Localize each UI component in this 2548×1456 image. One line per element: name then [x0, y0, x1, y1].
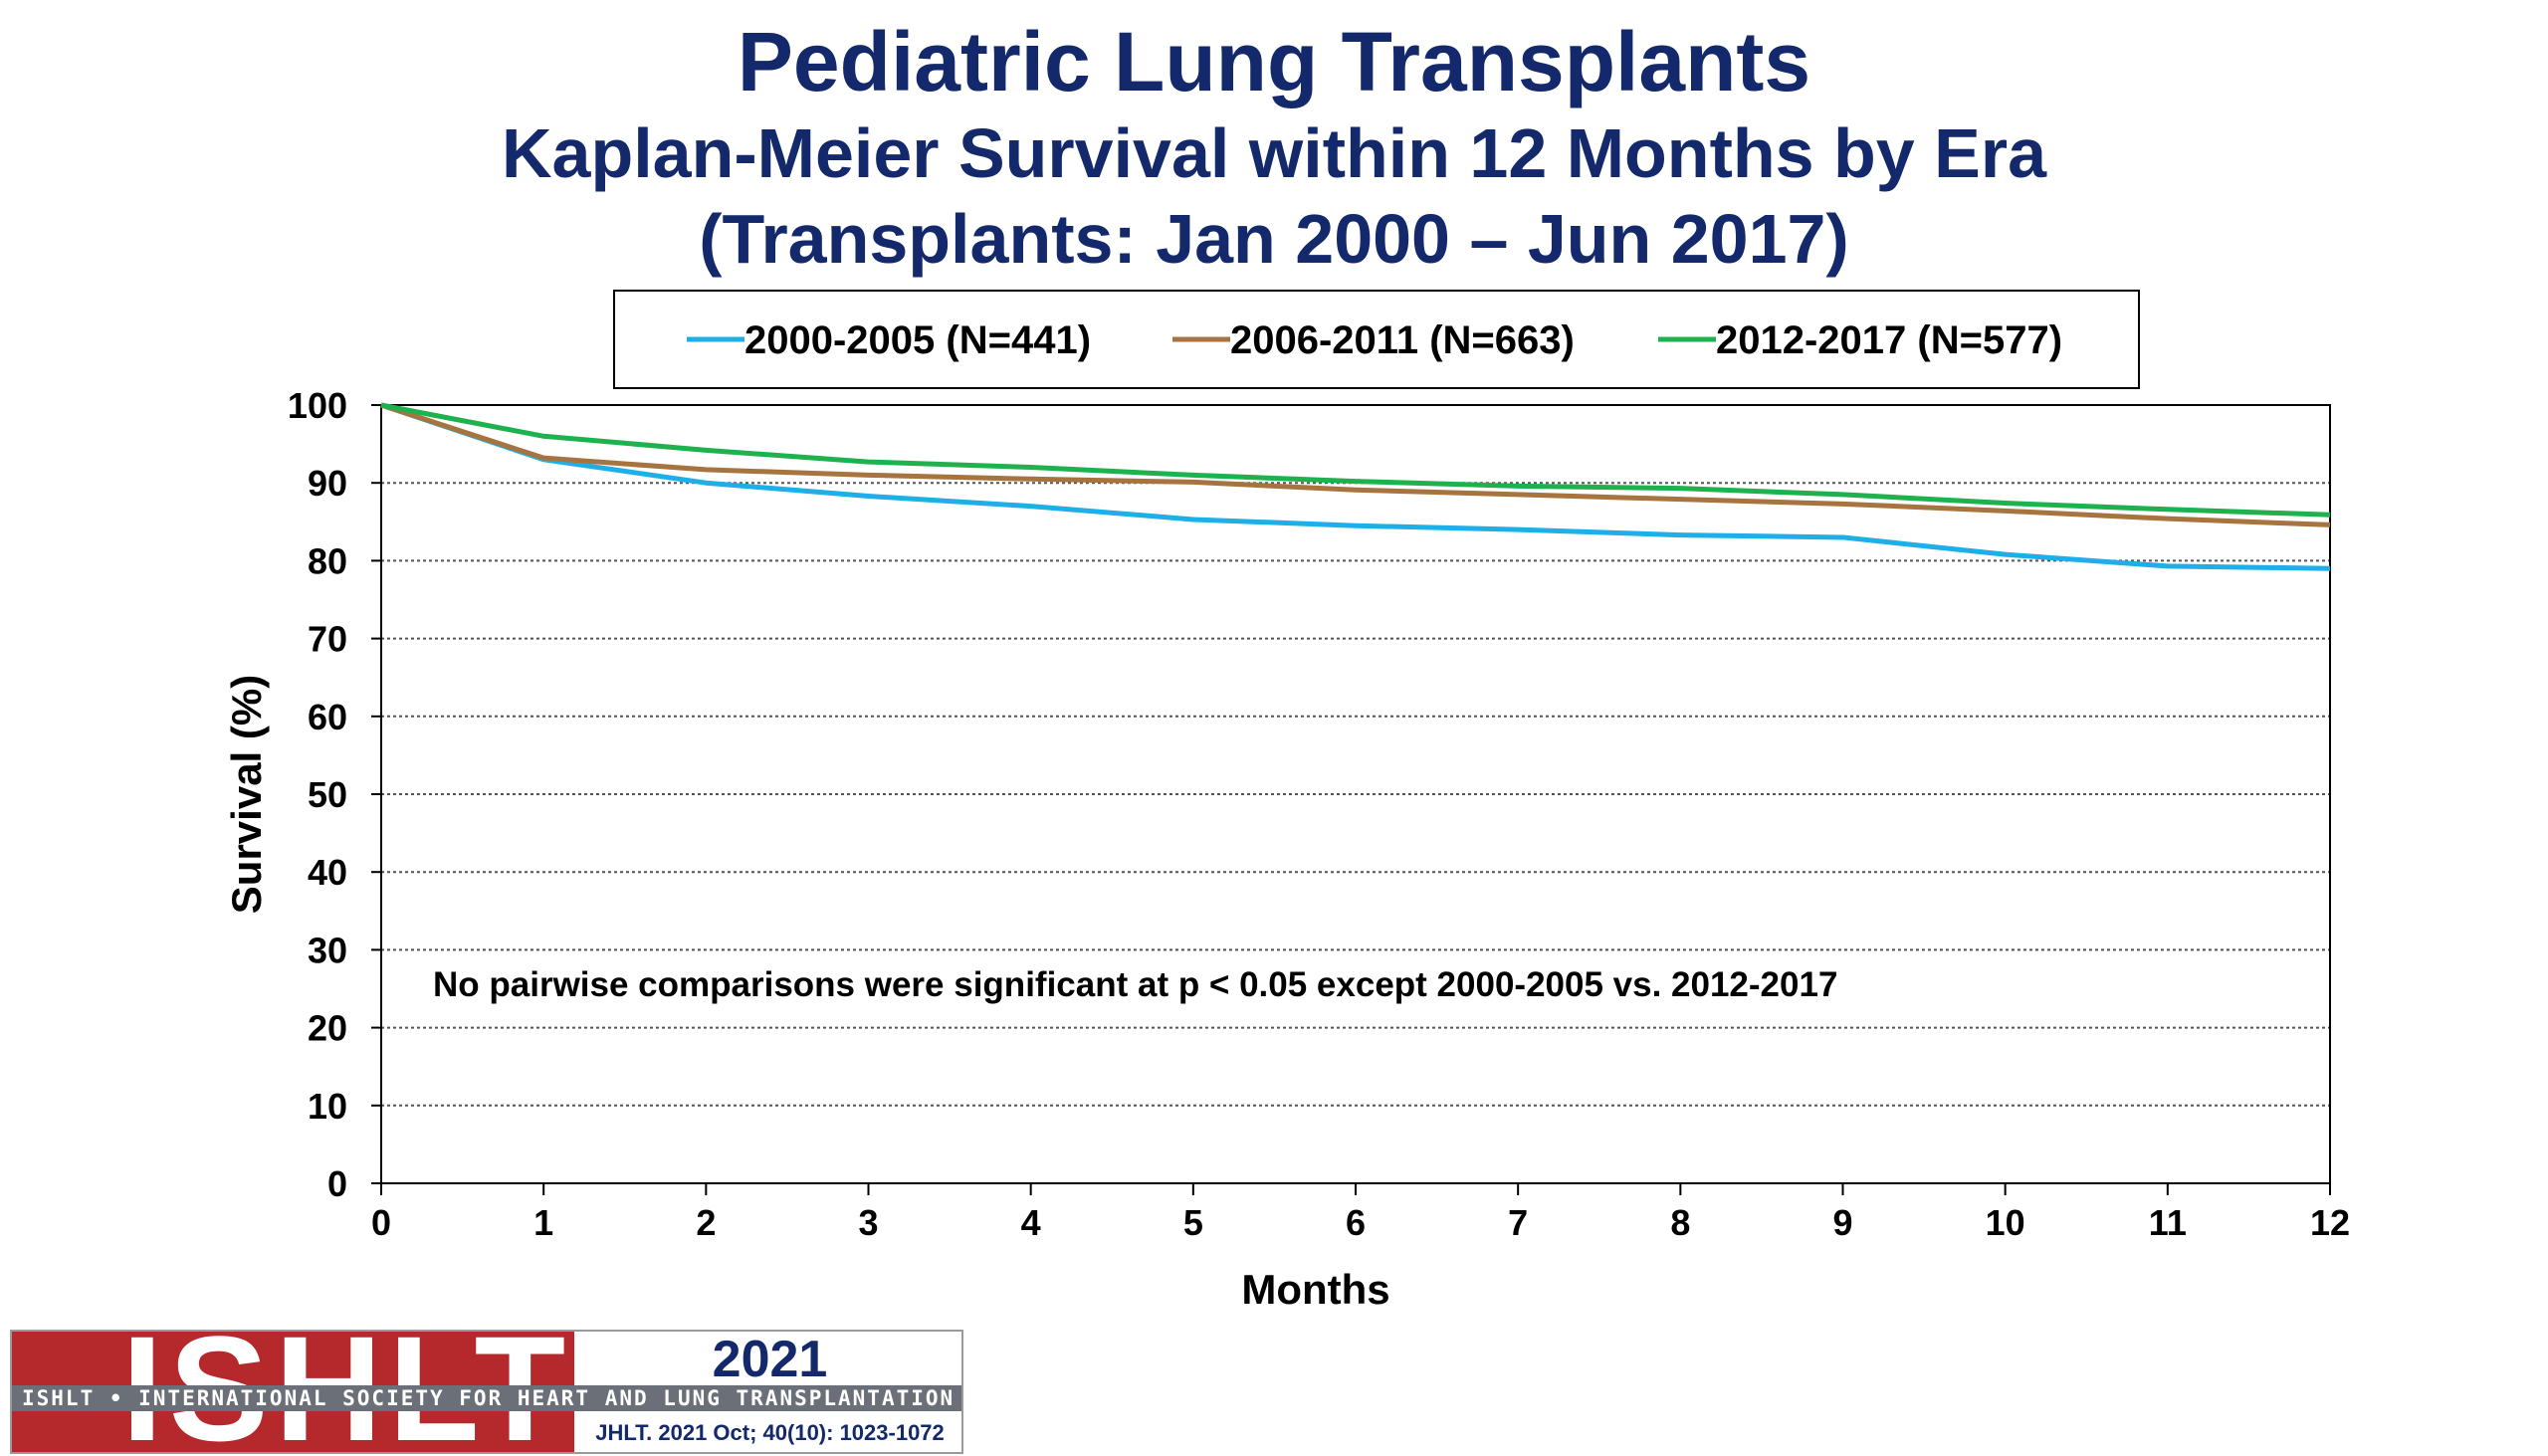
- y-tick-label: 20: [308, 1008, 347, 1049]
- ishlt-logo: ISHLT ISHLT • INTERNATIONAL SOCIETY FOR …: [10, 1330, 963, 1454]
- y-tick-label: 0: [327, 1163, 347, 1204]
- significance-annotation: No pairwise comparisons were significant…: [433, 965, 1837, 1004]
- chart-subtitle: Kaplan-Meier Survival within 12 Months b…: [501, 114, 2047, 192]
- legend: 2000-2005 (N=441) 2006-2011 (N=663) 2012-2…: [613, 290, 2140, 389]
- logo-band: [12, 1385, 961, 1411]
- y-tick-label: 90: [308, 463, 347, 504]
- y-tick-label: 30: [308, 930, 347, 970]
- x-tick-label: 8: [1670, 1202, 1690, 1243]
- x-tick-label: 12: [2310, 1202, 2350, 1243]
- x-tick-label: 10: [1986, 1202, 2025, 1243]
- x-tick-label: 4: [1021, 1202, 1041, 1243]
- x-tick-label: 6: [1346, 1202, 1366, 1243]
- x-tick-label: 5: [1183, 1202, 1203, 1243]
- x-tick-label: 11: [2149, 1202, 2187, 1243]
- x-tick-label: 3: [858, 1202, 878, 1243]
- x-tick-label: 1: [533, 1202, 553, 1243]
- y-tick-label: 40: [308, 852, 347, 893]
- x-tick-label: 2: [696, 1202, 716, 1243]
- logo-band-text: ISHLT • INTERNATIONAL SOCIETY FOR HEART …: [22, 1386, 956, 1410]
- y-tick-label: 10: [308, 1086, 347, 1127]
- series-line-1: [380, 402, 2331, 571]
- x-tick-label: 0: [371, 1202, 391, 1243]
- grid-layer: [381, 482, 2330, 1107]
- x-tick-label: 7: [1508, 1202, 1528, 1243]
- y-tick-label: 60: [308, 697, 347, 737]
- series-layer: [380, 402, 2331, 571]
- logo-year: 2021: [712, 1331, 828, 1388]
- y-tick-label: 100: [288, 385, 347, 426]
- y-axis-title: Survival (%): [223, 675, 270, 914]
- chart-title: Pediatric Lung Transplants: [737, 15, 1811, 108]
- series-line-3: [380, 402, 2331, 518]
- series-line-2: [380, 402, 2331, 527]
- legend-label-1: 2000-2005 (N=441): [744, 318, 1091, 362]
- x-tick-label: 9: [1832, 1202, 1852, 1243]
- y-tick-label: 50: [308, 774, 347, 815]
- logo-citation: JHLT. 2021 Oct; 40(10): 1023-1072: [595, 1420, 945, 1445]
- x-axis-title: Months: [1241, 1266, 1389, 1313]
- y-tick-label: 70: [308, 619, 347, 660]
- legend-label-2: 2006-2011 (N=663): [1230, 318, 1575, 362]
- legend-box: [613, 290, 2140, 389]
- chart-subtitle-dates: (Transplants: Jan 2000 – Jun 2017): [699, 200, 1849, 278]
- legend-label-3: 2012-2017 (N=577): [1716, 318, 2062, 362]
- y-tick-label: 80: [308, 540, 347, 581]
